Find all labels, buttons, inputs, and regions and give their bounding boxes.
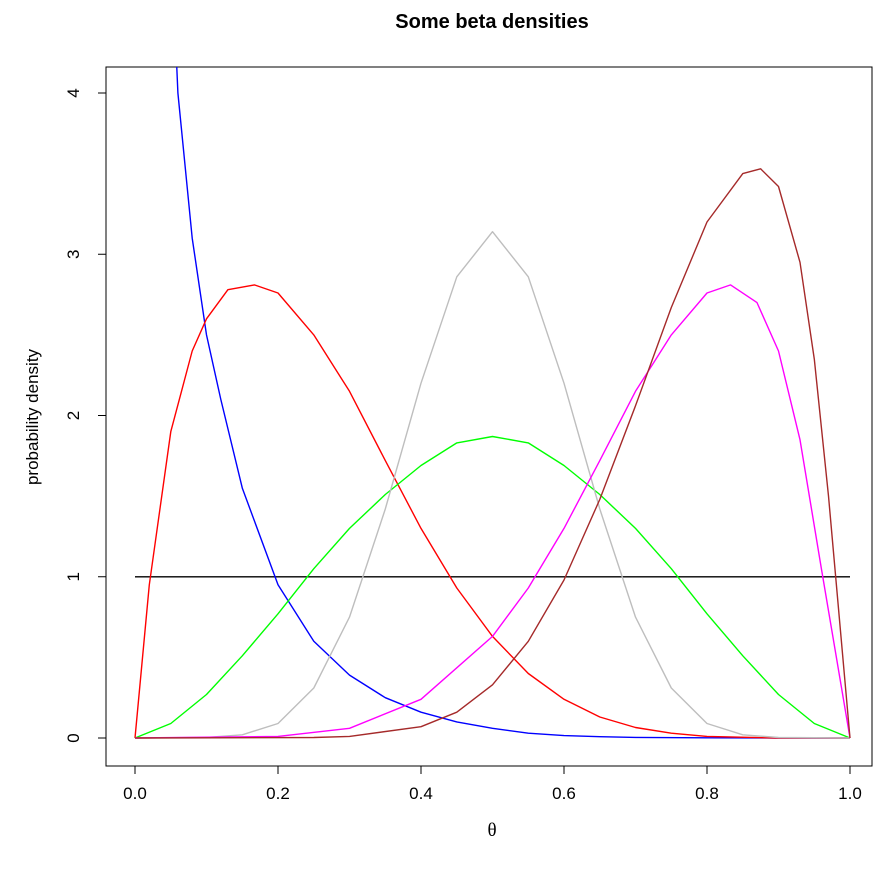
series-line-1 <box>176 67 850 739</box>
x-axis: 0.0 0.2 0.4 0.6 0.8 1.0 <box>123 765 862 803</box>
x-tick-label: 0.8 <box>695 784 719 803</box>
x-tick-label: 0.0 <box>123 784 147 803</box>
x-tick-label: 1.0 <box>838 784 862 803</box>
y-tick-label: 0 <box>64 733 83 742</box>
series-line-3 <box>134 435 851 739</box>
y-tick-label: 4 <box>64 88 83 97</box>
series-line-5 <box>134 284 851 739</box>
x-axis-label: θ <box>487 820 496 841</box>
y-axis-label: probability density <box>23 348 42 485</box>
y-axis: 0 1 2 3 4 <box>64 88 107 743</box>
y-tick-label: 1 <box>64 572 83 581</box>
series-line-2 <box>134 284 850 739</box>
series-layer <box>134 67 851 739</box>
y-tick-label: 3 <box>64 250 83 259</box>
series-line-4 <box>134 230 851 739</box>
series-line-6 <box>134 168 851 739</box>
x-tick-label: 0.6 <box>552 784 576 803</box>
chart-title: Some beta densities <box>395 11 588 33</box>
x-tick-label: 0.2 <box>266 784 290 803</box>
plot-frame <box>105 66 873 767</box>
y-tick-label: 2 <box>64 411 83 420</box>
x-tick-label: 0.4 <box>409 784 433 803</box>
